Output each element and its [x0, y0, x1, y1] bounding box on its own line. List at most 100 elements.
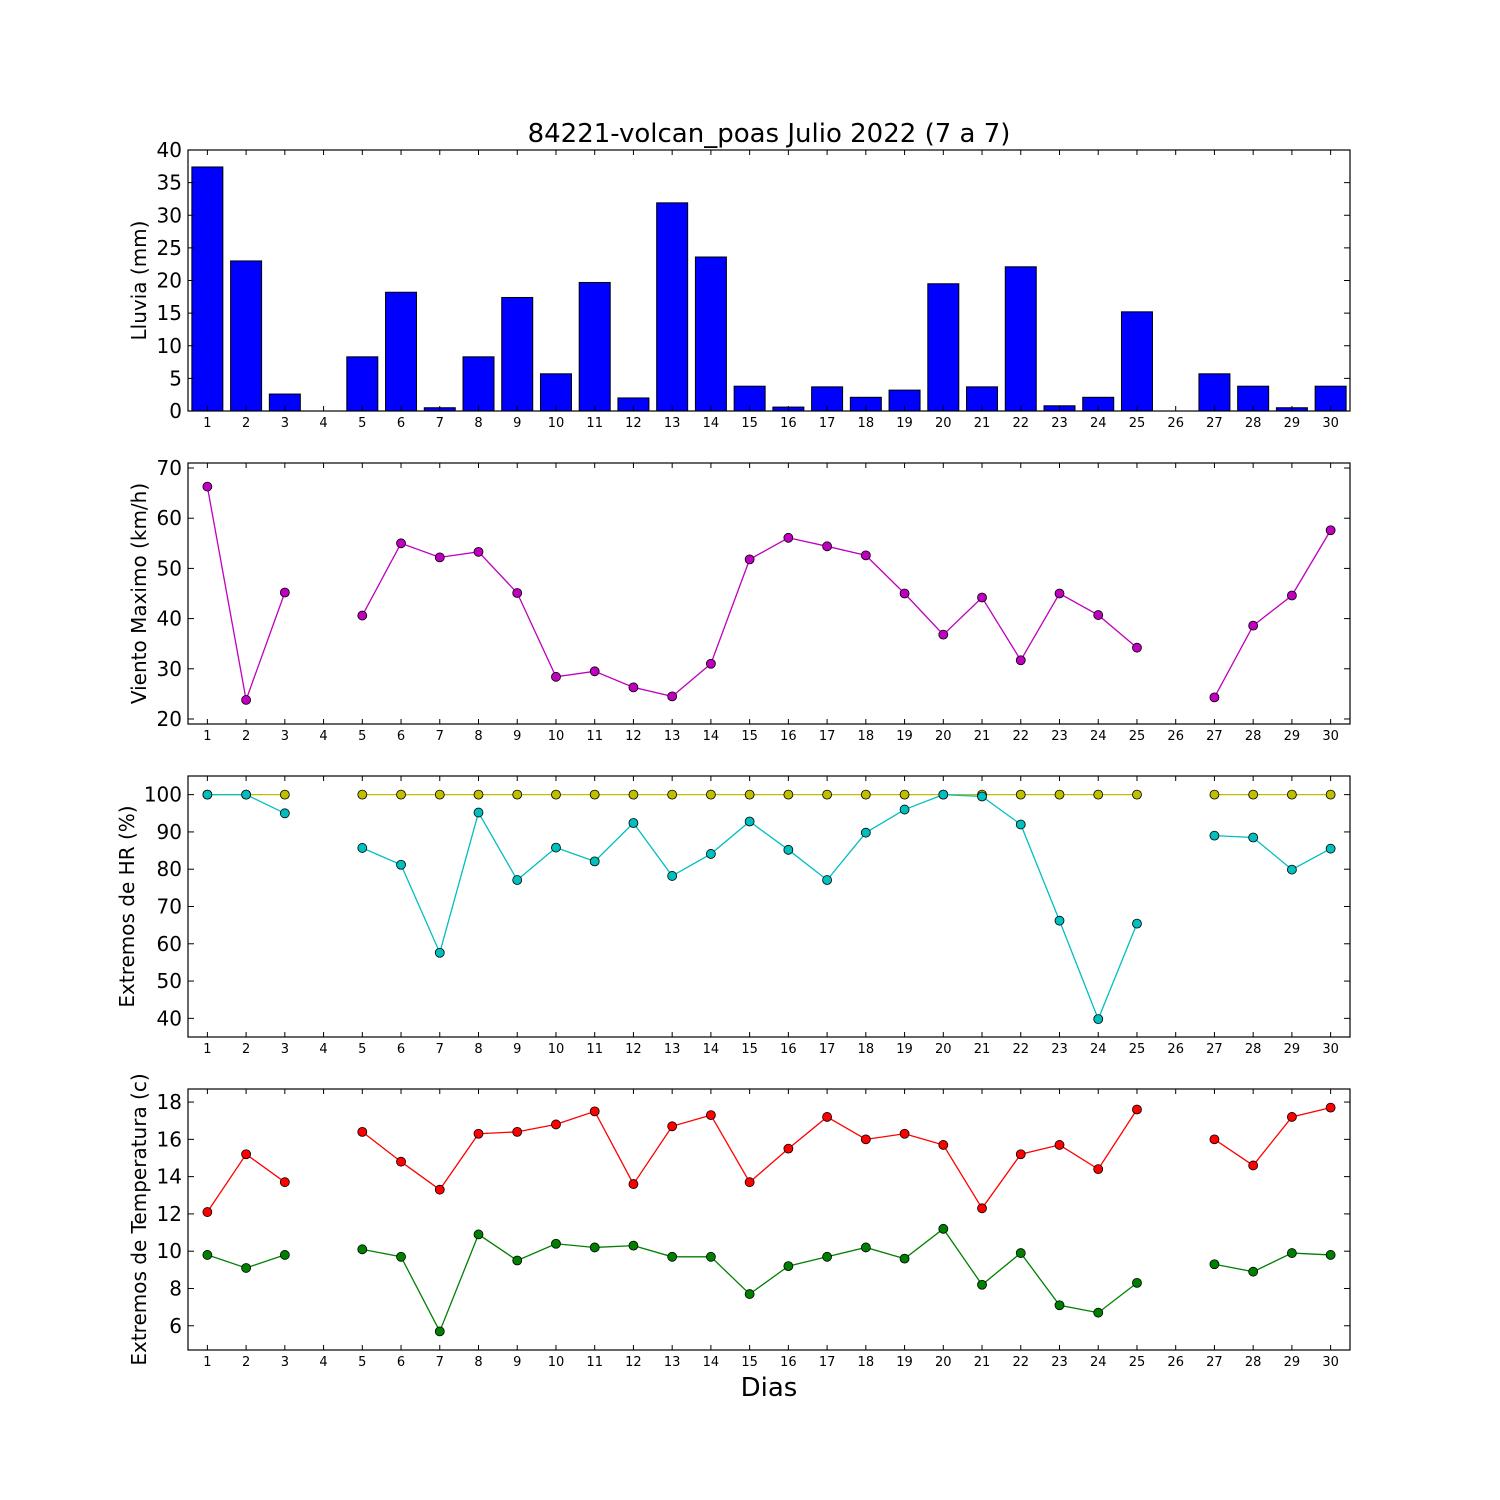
- series-2-point-day-15: [744, 816, 755, 827]
- series-1-point-day-16: [783, 532, 794, 543]
- y-tick-label: 10: [157, 1239, 182, 1263]
- chart-title: 84221-volcan_poas Julio 2022 (7 a 7): [528, 119, 1011, 149]
- series-1-point-day-9: [512, 1126, 523, 1137]
- series-2-point-day-29: [1287, 1248, 1297, 1258]
- series-2-point-day-24: [1093, 1307, 1104, 1318]
- series-1-point-day-9: [512, 789, 523, 800]
- series-2-point-day-11: [589, 856, 600, 867]
- x-tick-label: 2: [242, 1042, 250, 1057]
- series-1-point-day-5: [357, 1126, 368, 1137]
- series-1-point-day-30: [1325, 1102, 1336, 1113]
- bar-day-27: [1198, 373, 1231, 412]
- series-2-point-day-12: [628, 1240, 639, 1251]
- y-axis-label: Extremos de HR (%): [115, 805, 139, 1007]
- series-2-point-day-17: [822, 1251, 832, 1262]
- x-tick-label: 22: [1012, 416, 1029, 431]
- x-tick-label: 18: [858, 729, 875, 744]
- x-tick-label: 19: [896, 729, 913, 744]
- x-tick-label: 15: [741, 416, 758, 431]
- axes-frame: [187, 462, 1351, 725]
- series-1-point-day-22: [1015, 789, 1026, 800]
- series-1-point-day-11: [589, 789, 600, 800]
- series-2-point-day-30: [1325, 843, 1336, 854]
- x-tick-label: 21: [974, 729, 991, 744]
- x-tick-label: 20: [935, 729, 952, 744]
- y-tick-label: 10: [157, 334, 182, 358]
- x-tick-label: 15: [741, 1042, 758, 1057]
- x-tick-label: 22: [1012, 1355, 1029, 1370]
- x-tick-label: 15: [741, 729, 758, 744]
- x-tick-label: 18: [858, 416, 875, 431]
- series-1-point-day-21: [977, 1203, 987, 1214]
- series-1-point-day-20: [938, 629, 949, 640]
- x-tick-label: 1: [203, 1355, 211, 1370]
- x-tick-label: 30: [1322, 729, 1339, 744]
- x-tick-label: 28: [1245, 416, 1262, 431]
- x-tick-label: 2: [242, 729, 250, 744]
- bar-day-14: [694, 256, 727, 412]
- series-1-point-day-23: [1054, 1140, 1065, 1150]
- series-1-point-day-30: [1325, 789, 1336, 800]
- series-1-point-day-25: [1132, 789, 1142, 800]
- x-tick-label: 14: [703, 1042, 720, 1057]
- x-tick-label: 4: [319, 729, 327, 744]
- series-2-point-day-13: [667, 1251, 678, 1262]
- bar-day-6: [385, 291, 418, 412]
- series-2-point-day-22: [1015, 1248, 1026, 1258]
- x-tick-label: 18: [858, 1355, 875, 1370]
- series-2-point-day-3: [279, 808, 290, 819]
- x-tick-label: 16: [780, 1355, 797, 1370]
- x-tick-label: 11: [586, 1042, 603, 1057]
- series-1-point-day-28: [1248, 1160, 1259, 1171]
- series-1-point-day-19: [899, 588, 910, 599]
- series-1-point-day-19: [899, 1128, 910, 1139]
- series-1-point-day-3: [279, 587, 290, 598]
- series-2-point-day-21: [977, 791, 987, 802]
- series-2-point-day-22: [1015, 819, 1026, 830]
- x-tick-label: 19: [896, 416, 913, 431]
- x-tick-label: 10: [548, 1042, 565, 1057]
- series-1-point-day-17: [822, 1112, 832, 1122]
- series-1-point-day-3: [279, 1177, 290, 1188]
- x-tick-label: 3: [281, 729, 289, 744]
- series-2-point-day-16: [783, 1261, 794, 1272]
- series-1-point-day-8: [473, 546, 484, 557]
- series-1-point-day-5: [357, 610, 368, 621]
- x-tick-label: 1: [203, 729, 211, 744]
- y-tick-label: 6: [169, 1314, 182, 1338]
- series-2-point-day-30: [1325, 1250, 1336, 1260]
- series-2-point-day-18: [860, 827, 871, 838]
- bar-day-25: [1120, 311, 1153, 412]
- series-1-point-day-27: [1209, 692, 1220, 703]
- x-tick-label: 29: [1284, 1042, 1301, 1057]
- series-1-point-day-2: [241, 695, 252, 705]
- x-tick-label: 17: [819, 729, 836, 744]
- series-1-point-day-29: [1287, 1112, 1297, 1122]
- series-1-point-day-28: [1248, 620, 1259, 631]
- x-tick-label: 29: [1284, 729, 1301, 744]
- x-tick-label: 26: [1167, 1355, 1184, 1370]
- y-axis-label: Extremos de Temperatura (c): [127, 1073, 151, 1365]
- bar-day-20: [927, 283, 960, 412]
- series-1-point-day-20: [938, 1140, 949, 1150]
- x-tick-label: 12: [625, 1355, 642, 1370]
- series-1-point-day-18: [860, 1134, 871, 1145]
- series-1-point-day-12: [628, 682, 639, 693]
- x-tick-label: 24: [1090, 729, 1107, 744]
- series-2-line-3: [1214, 835, 1331, 871]
- x-tick-label: 1: [203, 416, 211, 431]
- series-1-line-3: [1213, 529, 1332, 698]
- series-1-point-day-23: [1054, 789, 1065, 800]
- series-2-point-day-2: [241, 1263, 252, 1273]
- series-1-point-day-6: [396, 789, 406, 800]
- x-tick-label: 28: [1245, 1042, 1262, 1057]
- x-tick-label: 7: [436, 1355, 444, 1370]
- series-1-point-day-7: [434, 789, 445, 800]
- series-1-point-day-14: [706, 658, 716, 669]
- series-1-point-day-23: [1054, 588, 1065, 599]
- y-tick-label: 40: [157, 607, 182, 631]
- x-tick-label: 8: [474, 729, 482, 744]
- x-tick-label: 24: [1090, 1042, 1107, 1057]
